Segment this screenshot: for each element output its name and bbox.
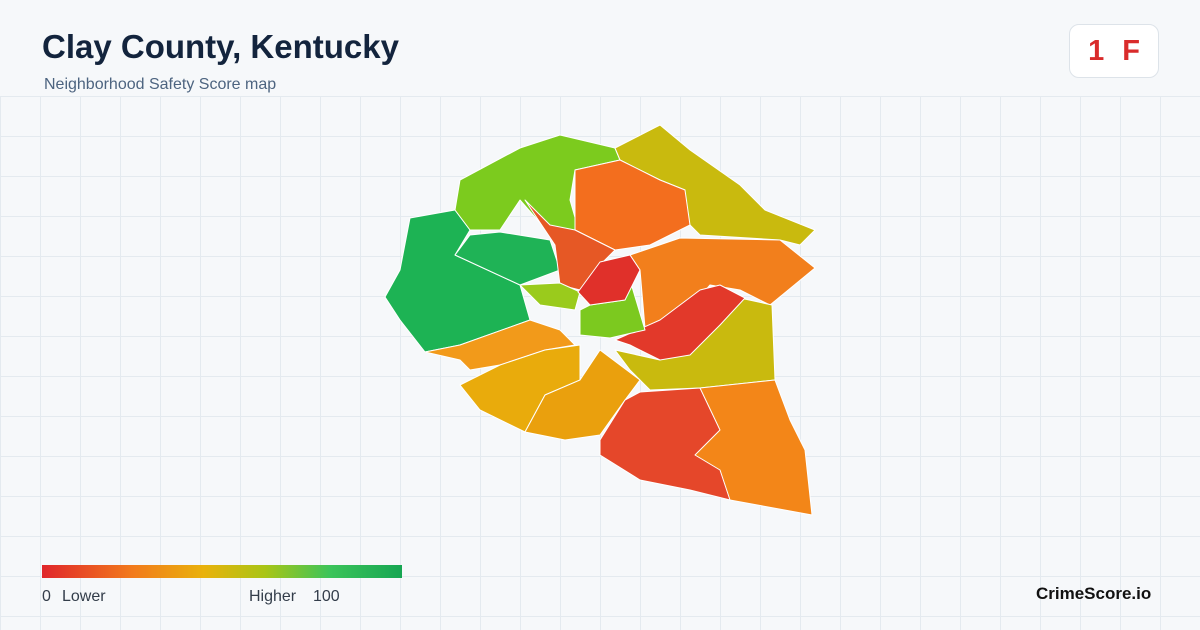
legend-max: 100 xyxy=(313,588,340,605)
region xyxy=(629,237,816,329)
region xyxy=(519,282,581,311)
legend-gradient xyxy=(42,565,402,578)
score-badge: 1 F xyxy=(1069,24,1159,78)
score: 1 xyxy=(1088,34,1105,67)
subtitle: Neighborhood Safety Score map xyxy=(44,76,277,93)
region xyxy=(524,349,641,441)
region xyxy=(694,379,813,516)
title: Clay County, Kentucky xyxy=(42,28,399,65)
legend-max-label: Higher xyxy=(249,588,297,605)
brand: CrimeScore.io xyxy=(1036,584,1152,603)
grade: F xyxy=(1122,34,1140,67)
legend-min: 0 xyxy=(42,588,51,605)
region xyxy=(577,254,641,306)
header xyxy=(0,0,1200,96)
legend-min-label: Lower xyxy=(62,588,106,605)
region xyxy=(614,284,746,361)
